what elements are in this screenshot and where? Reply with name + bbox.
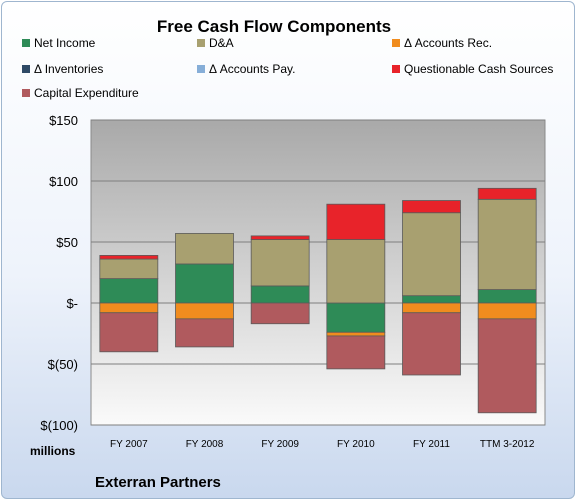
bar-net-income-fy-2007 bbox=[99, 278, 159, 304]
legend-swatch-accounts-rec bbox=[392, 39, 400, 47]
y-tick-label: $50 bbox=[56, 235, 78, 250]
y-tick-label: $(50) bbox=[48, 357, 78, 372]
bar-d-a-fy-2011 bbox=[402, 212, 461, 297]
bar-questionable-cash-sources-fy-2010 bbox=[326, 203, 386, 240]
x-tick-label: TTM 3-2012 bbox=[480, 439, 535, 450]
bars bbox=[99, 187, 537, 414]
bar-capital-expenditure-fy-2007 bbox=[99, 312, 159, 353]
bar-net-income-fy-2008 bbox=[175, 263, 234, 304]
bar-d-a-fy-2010 bbox=[326, 239, 386, 304]
legend-label-questionable-cash-sources: Questionable Cash Sources bbox=[404, 62, 553, 76]
bar-d-a-fy-2008 bbox=[175, 233, 234, 265]
bar-capital-expenditure-fy-2011 bbox=[402, 312, 461, 376]
bar-accounts-rec-fy-2011 bbox=[402, 302, 461, 314]
y-axis-ticks: $150 $100 $50 $- $(50) $(100) bbox=[40, 113, 78, 433]
bar-net-income-ttm-3-2012 bbox=[477, 289, 537, 304]
bar-d-a-fy-2009 bbox=[250, 239, 310, 287]
x-tick-label: FY 2010 bbox=[337, 439, 375, 450]
bar-accounts-rec-fy-2007 bbox=[99, 302, 159, 314]
gridlines bbox=[91, 119, 545, 426]
legend-label-accounts-pay: Δ Accounts Pay. bbox=[209, 62, 296, 76]
legend-label-d-a: D&A bbox=[209, 36, 234, 50]
chart-title: Free Cash Flow Components bbox=[157, 17, 391, 36]
x-tick-label: FY 2007 bbox=[110, 439, 148, 450]
y-tick-label: $- bbox=[66, 296, 78, 311]
bar-questionable-cash-sources-ttm-3-2012 bbox=[477, 187, 537, 200]
bar-capital-expenditure-fy-2010 bbox=[326, 335, 386, 370]
legend: Net Income D&A Δ Accounts Rec. Δ Inventorie… bbox=[22, 36, 553, 100]
plot-area bbox=[90, 119, 546, 426]
legend-swatch-d-a bbox=[197, 39, 205, 47]
bar-net-income-fy-2009 bbox=[250, 285, 310, 304]
legend-label-accounts-rec: Δ Accounts Rec. bbox=[404, 36, 492, 50]
legend-swatch-inventories bbox=[22, 65, 30, 73]
bar-net-income-fy-2010 bbox=[326, 302, 386, 333]
legend-swatch-accounts-pay bbox=[197, 65, 205, 73]
legend-label-inventories: Δ Inventories bbox=[34, 62, 103, 76]
bar-accounts-rec-fy-2008 bbox=[175, 302, 234, 320]
bar-accounts-rec-ttm-3-2012 bbox=[477, 302, 537, 320]
legend-label-capital-expenditure: Capital Expenditure bbox=[34, 86, 139, 100]
y-tick-label: $(100) bbox=[40, 418, 78, 433]
y-tick-label: $100 bbox=[49, 174, 78, 189]
bar-capital-expenditure-fy-2008 bbox=[175, 318, 234, 348]
x-axis-ticks: FY 2007 FY 2008 FY 2009 FY 2010 FY 2011 TTM 3… bbox=[110, 439, 535, 450]
y-tick-label: $150 bbox=[49, 113, 78, 128]
bar-accounts-rec-fy-2010 bbox=[326, 331, 386, 337]
company-label: Exterran Partners bbox=[95, 474, 221, 491]
x-tick-label: FY 2009 bbox=[261, 439, 299, 450]
bar-questionable-cash-sources-fy-2009 bbox=[250, 235, 310, 240]
bar-d-a-ttm-3-2012 bbox=[477, 198, 537, 290]
bar-questionable-cash-sources-fy-2007 bbox=[99, 255, 159, 260]
bar-d-a-fy-2007 bbox=[99, 258, 159, 279]
legend-label-net-income: Net Income bbox=[34, 36, 96, 50]
bar-capital-expenditure-ttm-3-2012 bbox=[477, 318, 537, 414]
bar-capital-expenditure-fy-2009 bbox=[250, 302, 310, 325]
x-tick-label: FY 2008 bbox=[186, 439, 224, 450]
x-tick-label: FY 2011 bbox=[413, 439, 450, 450]
legend-swatch-capital-expenditure bbox=[22, 89, 30, 97]
legend-swatch-net-income bbox=[22, 39, 30, 47]
bar-net-income-fy-2011 bbox=[402, 295, 461, 304]
units-label: millions bbox=[30, 444, 76, 458]
bar-questionable-cash-sources-fy-2011 bbox=[402, 200, 461, 214]
legend-swatch-questionable-cash-sources bbox=[392, 65, 400, 73]
